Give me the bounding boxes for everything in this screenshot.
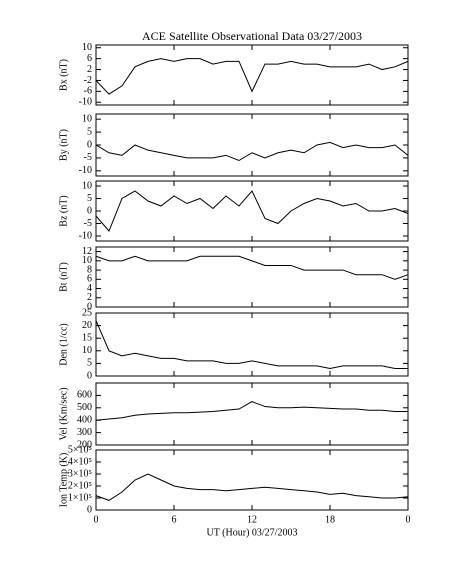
- y-tick-label: 5×10⁵: [68, 444, 92, 455]
- panel-frame: [95, 113, 409, 177]
- data-line: [95, 255, 409, 280]
- y-tick-label: -5: [84, 152, 92, 163]
- y-tick-label: 0: [87, 205, 92, 216]
- y-tick-label: 3×10⁵: [68, 468, 92, 479]
- y-tick-label: 0: [87, 370, 92, 381]
- panel-frame: [95, 44, 409, 106]
- data-line: [95, 190, 409, 232]
- y-axis-label: By (nT): [58, 129, 69, 161]
- y-tick-label: 10: [82, 42, 92, 53]
- y-tick-label: 6: [87, 274, 92, 285]
- y-tick-label: 0: [87, 504, 92, 515]
- y-tick-label: 8: [87, 264, 92, 275]
- y-tick-label: 5: [87, 126, 92, 137]
- y-tick-label: 25: [82, 307, 92, 318]
- y-tick-label: 12: [82, 246, 92, 257]
- y-tick-label: 20: [82, 320, 92, 331]
- y-tick-label: 10: [82, 180, 92, 191]
- y-tick-label: -2: [84, 75, 92, 86]
- y-axis-label: Bx (nT): [58, 59, 69, 91]
- y-tick-label: 5: [87, 358, 92, 369]
- panel-frame: [95, 180, 409, 242]
- x-axis-label: UT (Hour) 03/27/2003: [207, 527, 298, 538]
- y-axis-label: Bt (nT): [58, 262, 69, 292]
- y-tick-label: 4×10⁵: [68, 456, 92, 467]
- y-tick-label: -5: [84, 218, 92, 229]
- y-tick-label: -10: [79, 165, 92, 176]
- y-tick-label: 2: [87, 64, 92, 75]
- y-tick-label: 10: [82, 255, 92, 266]
- data-line: [95, 58, 409, 95]
- y-tick-label: 5: [87, 193, 92, 204]
- data-line: [95, 401, 408, 421]
- data-line: [95, 320, 408, 369]
- y-tick-label: 500: [77, 402, 92, 413]
- y-tick-label: 2×10⁵: [68, 480, 92, 491]
- x-tick-label: 0: [406, 514, 411, 525]
- panel-frame: [95, 246, 409, 308]
- y-tick-label: 200: [77, 439, 92, 450]
- y-axis-label: Vel (Km/sec): [58, 387, 69, 440]
- panel-frame: [95, 449, 409, 511]
- y-tick-label: 10: [82, 345, 92, 356]
- y-tick-label: 400: [77, 414, 92, 425]
- y-tick-label: 0: [87, 301, 92, 312]
- chart-title: ACE Satellite Observational Data 03/27/2…: [142, 29, 362, 43]
- y-axis-label: Den (1/cc): [58, 323, 69, 365]
- x-tick-label: 6: [172, 514, 177, 525]
- y-tick-label: 1×10⁵: [68, 492, 92, 503]
- y-tick-label: -10: [79, 97, 92, 108]
- y-tick-label: 600: [77, 390, 92, 401]
- x-tick-label: 18: [325, 514, 335, 525]
- y-tick-label: 10: [82, 113, 92, 124]
- x-tick-label: 0: [94, 514, 99, 525]
- data-line: [95, 141, 409, 162]
- y-tick-label: -6: [84, 86, 92, 97]
- y-axis-label: Ion Temp (K): [58, 453, 69, 508]
- y-tick-label: 15: [82, 332, 92, 343]
- y-tick-label: -10: [79, 230, 92, 241]
- x-tick-label: 12: [247, 514, 257, 525]
- y-axis-label: Bz (nT): [58, 195, 69, 226]
- y-tick-label: 0: [87, 139, 92, 150]
- panel-frame: [95, 312, 409, 377]
- y-tick-label: 300: [77, 427, 92, 438]
- data-line: [95, 473, 409, 501]
- y-tick-label: 2: [87, 292, 92, 303]
- y-tick-label: 6: [87, 53, 92, 64]
- y-tick-label: 4: [87, 283, 92, 294]
